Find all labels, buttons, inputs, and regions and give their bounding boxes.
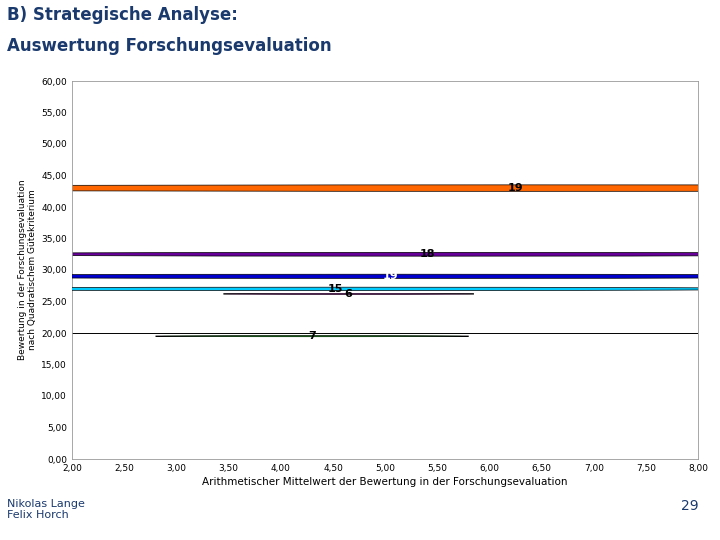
Ellipse shape <box>0 287 720 291</box>
Ellipse shape <box>0 252 720 256</box>
Ellipse shape <box>0 274 720 279</box>
Y-axis label: Bewertung in der Forschungsevaluation
nach Quadratischem Gütekriterium: Bewertung in der Forschungsevaluation na… <box>18 180 37 360</box>
Text: Auswertung Forschungsevaluation: Auswertung Forschungsevaluation <box>7 37 332 55</box>
X-axis label: Arithmetischer Mittelwert der Bewertung in der Forschungsevaluation: Arithmetischer Mittelwert der Bewertung … <box>202 477 568 487</box>
Text: 6: 6 <box>345 289 353 299</box>
Text: 18: 18 <box>419 249 435 259</box>
Ellipse shape <box>0 185 720 191</box>
Ellipse shape <box>223 293 474 294</box>
Text: B) Strategische Analyse:: B) Strategische Analyse: <box>7 6 238 24</box>
Text: 19: 19 <box>508 183 523 193</box>
Text: Nikolas Lange
Felix Horch: Nikolas Lange Felix Horch <box>7 499 85 521</box>
Text: 15: 15 <box>328 284 343 294</box>
Text: 29: 29 <box>681 499 698 513</box>
Ellipse shape <box>156 335 469 337</box>
Text: 7: 7 <box>308 331 316 341</box>
Text: 19: 19 <box>382 271 398 281</box>
